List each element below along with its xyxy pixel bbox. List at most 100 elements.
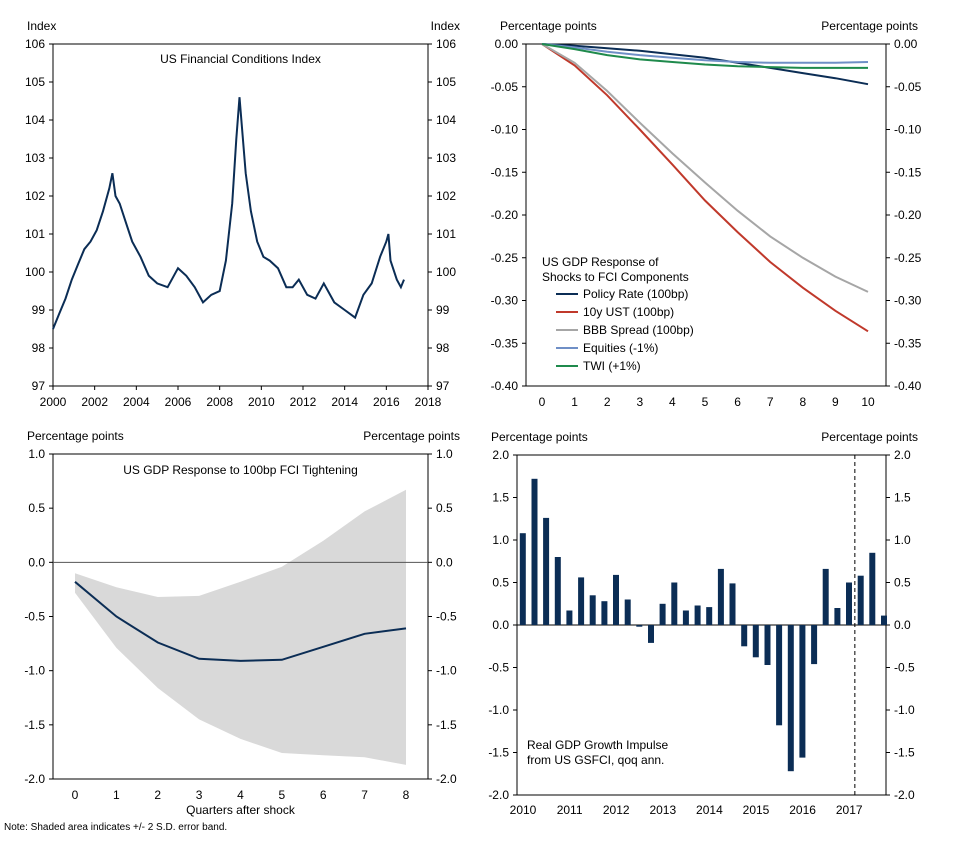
impulse-ytick-label-left: -2.0 [488,788,509,802]
impulse-ytick-label-left: -1.0 [488,703,509,717]
fci-xtick-label: 2018 [415,395,442,409]
tightening-right-unit: Percentage points [363,429,460,443]
fci-ytick-label-left: 99 [32,303,46,317]
impulse-xtick-label: 2015 [743,803,770,817]
components-ytick-label-left: -0.20 [491,208,519,222]
components-ytick-label-left: -0.40 [491,379,519,393]
components-legend-label: BBB Spread (100bp) [583,323,694,337]
fci-ytick-label-left: 98 [32,341,46,355]
components-ytick-label-right: 0.00 [894,37,918,51]
impulse-bar [787,625,794,772]
tightening-ytick-label-left: -1.0 [24,664,45,678]
components-ytick-label-right: -0.30 [894,294,922,308]
impulse-ytick-label-left: 1.0 [492,533,509,547]
fci-ytick-label-left: 101 [25,227,45,241]
fci-ytick-label-right: 97 [436,379,450,393]
components-legend-label: TWI (+1%) [583,359,641,373]
components-legend-label: Policy Rate (100bp) [583,287,688,301]
components-left-unit: Percentage points [500,19,597,33]
fci-ytick-label-right: 106 [436,37,456,51]
tightening-x-axis-label: Quarters after shock [186,803,296,817]
fci-ytick-label-left: 104 [25,113,45,127]
impulse-bar [682,610,689,625]
impulse-bar [648,625,654,643]
tightening-ytick-label-left: 1.0 [28,447,45,461]
impulse-xtick-label: 2016 [789,803,816,817]
tightening-ytick-label-right: 0.0 [436,555,453,569]
components-title-line-1: US GDP Response of [542,255,659,269]
impulse-bar [741,625,748,647]
impulse-ytick-label-left: 2.0 [492,448,509,462]
fci-xtick-label: 2004 [123,395,150,409]
components-ytick-label-right: -0.10 [894,123,922,137]
tightening-ytick-label-left: -0.5 [24,610,45,624]
components-legend-label: 10y UST (100bp) [583,305,674,319]
impulse-bar [636,625,643,627]
tightening-title: US GDP Response to 100bp FCI Tightening [123,463,358,477]
components-xtick-label: 6 [734,395,741,409]
fci-ytick-label-right: 98 [436,341,450,355]
fci-ytick-label-left: 103 [25,151,45,165]
tightening-xtick-label: 1 [113,788,120,802]
impulse-ytick-label-right: 1.0 [894,533,911,547]
fci-xtick-label: 2000 [40,395,67,409]
impulse-ytick-label-left: -0.5 [488,661,509,675]
tightening-left-unit: Percentage points [27,429,124,443]
fci-ytick-label-right: 103 [436,151,456,165]
impulse-ytick-label-left: 0.5 [492,576,509,590]
tightening-ytick-label-right: 1.0 [436,447,453,461]
components-ytick-label-left: -0.25 [491,251,519,265]
impulse-bar [578,577,585,625]
impulse-right-unit: Percentage points [821,430,918,444]
components-xtick-label: 5 [702,395,709,409]
fci-xtick-label: 2006 [165,395,192,409]
tightening-ytick-label-right: -1.5 [436,718,457,732]
components-ytick-label-left: -0.05 [491,80,519,94]
impulse-bar [776,625,783,726]
impulse-ytick-label-right: 0.5 [894,576,911,590]
components-xtick-label: 1 [571,395,578,409]
impulse-xtick-label: 2010 [510,803,537,817]
impulse-bar [752,625,759,658]
components-ytick-label-right: -0.20 [894,208,922,222]
components-series-line-2 [541,43,869,293]
fci-xtick-label: 2002 [81,395,108,409]
impulse-bar [554,557,561,625]
impulse-bar [706,607,713,625]
impulse-ytick-label-right: -2.0 [894,788,915,802]
impulse-bar [601,601,608,625]
impulse-bar [846,582,852,625]
fci-ytick-label-left: 100 [25,265,45,279]
fci-ytick-label-left: 105 [25,75,45,89]
impulse-bar [729,583,736,625]
impulse-bar [869,552,876,626]
fci-plot-frame [52,43,429,387]
impulse-ytick-label-left: 1.5 [492,491,509,505]
impulse-bar [624,599,631,625]
components-plot-frame [525,43,887,387]
impulse-xtick-label: 2017 [836,803,863,817]
impulse-ytick-label-right: 1.5 [894,491,911,505]
components-ytick-label-left: -0.15 [491,165,519,179]
components-xtick-label: 2 [604,395,611,409]
components-xtick-label: 9 [832,395,839,409]
impulse-title-line-2: from US GSFCI, qoq ann. [527,753,664,767]
tightening-xtick-label: 3 [196,788,203,802]
impulse-bar [881,615,887,625]
tightening-xtick-label: 7 [361,788,368,802]
impulse-bar [694,605,701,625]
components-ytick-label-right: -0.25 [894,251,922,265]
impulse-ytick-label-right: -1.5 [894,746,915,760]
fci-right-unit: Index [431,19,460,33]
fci-xtick-label: 2014 [331,395,358,409]
impulse-bar [543,517,550,625]
fci-title: US Financial Conditions Index [160,52,321,66]
components-series-line-3 [541,43,869,64]
fci-xtick-label: 2012 [290,395,317,409]
tightening-xtick-label: 8 [403,788,410,802]
fci-ytick-label-right: 101 [436,227,456,241]
components-ytick-label-left: -0.30 [491,294,519,308]
components-ytick-label-right: -0.05 [894,80,922,94]
impulse-bar [857,575,864,625]
